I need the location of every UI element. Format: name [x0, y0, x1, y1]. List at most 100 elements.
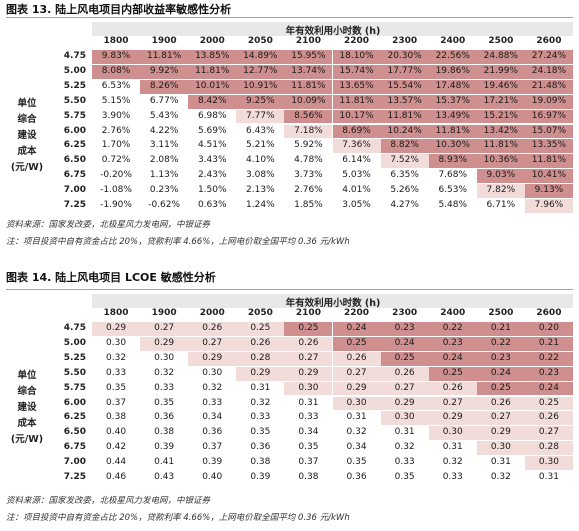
- table-cell: 0.33: [202, 397, 223, 408]
- table-cell: 17.21%: [476, 94, 525, 109]
- table-cell: 0.21: [476, 322, 525, 336]
- table-cell: 0.35: [346, 457, 367, 468]
- table-cell: 9.13%: [524, 184, 573, 198]
- row-header: 6.50: [63, 155, 86, 166]
- table-cell: 0.37: [298, 457, 319, 468]
- table-cell: 0.33: [442, 472, 463, 482]
- table-cell: 10.09%: [284, 94, 333, 109]
- table-cell: 0.38: [154, 427, 175, 438]
- header-band: [92, 294, 573, 308]
- table-cell: 0.35: [298, 442, 319, 453]
- table-cell: 7.82%: [476, 184, 525, 198]
- side-label-line: 综合: [17, 386, 37, 397]
- table-cell: 15.95%: [284, 50, 333, 64]
- table-cell: 12.77%: [236, 64, 285, 79]
- table-cell: 15.37%: [428, 94, 477, 109]
- table-cell: 7.77%: [236, 109, 285, 124]
- table-cell: 0.30: [524, 456, 573, 470]
- table-cell: 0.26: [428, 381, 477, 396]
- table-cell: 8.08%: [92, 64, 141, 79]
- table-cell: 13.65%: [332, 79, 381, 94]
- table-cell: 0.31: [538, 472, 559, 482]
- column-header: 1900: [151, 308, 177, 318]
- table-cell: 0.22: [428, 322, 477, 336]
- title-rule: [6, 17, 573, 18]
- table-cell: 0.32: [346, 427, 367, 438]
- table-cell: 0.30: [284, 381, 333, 396]
- table-cell: 0.25: [380, 351, 429, 366]
- table-cell: 7.36%: [332, 139, 381, 154]
- table-cell: 9.83%: [92, 50, 141, 64]
- table-cell: 3.73%: [294, 170, 323, 181]
- table-cell: 0.27: [332, 366, 381, 381]
- table-cell: 16.97%: [524, 109, 573, 124]
- table-cell: 13.42%: [476, 124, 525, 139]
- column-header: 2200: [344, 36, 370, 46]
- table-cell: 0.29: [284, 366, 333, 381]
- table-cell: 0.24: [380, 336, 429, 351]
- table-cell: 5.43%: [149, 110, 179, 121]
- row-header: 5.50: [63, 95, 86, 106]
- table-cell: 0.34: [202, 412, 223, 423]
- table-cell: 0.36: [154, 412, 175, 423]
- table-cell: 0.29: [140, 336, 189, 351]
- table-cell: 13.74%: [284, 64, 333, 79]
- side-label-line: (元/W): [10, 162, 44, 173]
- table-cell: 1.24%: [246, 200, 275, 210]
- footnote: 注：项目投资中自有资金占比 20%，贷款利率 4.66%，上网电价取全国平均 0…: [6, 513, 350, 523]
- table-cell: 0.23: [428, 336, 477, 351]
- header-band: [92, 22, 573, 36]
- table-cell: 18.10%: [332, 50, 381, 64]
- table-cell: 2.76%: [101, 125, 131, 136]
- table-cell: 0.26: [332, 351, 381, 366]
- table-cell: 6.53%: [438, 185, 468, 196]
- table-cell: 0.43: [154, 472, 175, 482]
- table-cell: 6.77%: [149, 95, 179, 106]
- table-cell: 0.35: [394, 472, 415, 482]
- table-cell: 0.32: [106, 352, 127, 363]
- table-cell: 0.25: [236, 322, 285, 336]
- table-cell: 1.70%: [101, 140, 131, 151]
- table-cell: 11.81%: [476, 139, 525, 154]
- row-header: 7.25: [63, 200, 86, 210]
- column-header: 2200: [344, 308, 370, 318]
- table-cell: 8.69%: [332, 124, 381, 139]
- table-cell: 1.50%: [197, 185, 227, 196]
- source-note: 资料来源：国家发改委，北极星风力发电网，中银证券: [6, 496, 211, 506]
- table-cell: 27.24%: [524, 50, 573, 64]
- column-header: 2050: [247, 36, 273, 46]
- table-cell: 11.81%: [188, 64, 237, 79]
- table-cell: 19.46%: [476, 79, 525, 94]
- table-cell: 5.69%: [197, 125, 227, 136]
- column-header: 2400: [440, 36, 466, 46]
- table-cell: 0.26: [188, 322, 237, 336]
- table-cell: 13.57%: [380, 94, 429, 109]
- table-cell: 8.82%: [380, 139, 429, 154]
- title-rule: [6, 289, 573, 290]
- column-header: 2000: [199, 308, 225, 318]
- table-cell: 0.22: [524, 351, 573, 366]
- table-cell: 4.51%: [197, 140, 227, 151]
- table-cell: 0.23%: [149, 185, 179, 196]
- table-cell: 7.52%: [380, 154, 429, 169]
- table-cell: 6.98%: [197, 110, 227, 121]
- table-cell: 0.35: [250, 427, 271, 438]
- table-cell: 0.33: [106, 367, 127, 378]
- row-header: 7.25: [63, 472, 86, 482]
- table-cell: 0.36: [346, 472, 367, 482]
- footnote: 注：项目投资中自有资金占比 20%，贷款利率 4.66%，上网电价取全国平均 0…: [6, 237, 350, 247]
- table-cell: 7.96%: [524, 199, 573, 213]
- side-label-line: 成本: [17, 146, 37, 157]
- table-cell: 0.29: [476, 426, 525, 441]
- table-cell: 0.26: [524, 411, 573, 426]
- table-cell: 0.26: [380, 366, 429, 381]
- table-cell: 0.46: [106, 472, 127, 482]
- table-cell: 17.48%: [428, 79, 477, 94]
- table-cell: 0.24: [476, 366, 525, 381]
- table-cell: 8.26%: [140, 79, 189, 94]
- row-header: 6.00: [63, 397, 86, 408]
- table-cell: 15.54%: [380, 79, 429, 94]
- table-cell: 7.18%: [284, 124, 333, 139]
- table-cell: 4.10%: [246, 155, 275, 166]
- row-header: 5.00: [63, 337, 86, 348]
